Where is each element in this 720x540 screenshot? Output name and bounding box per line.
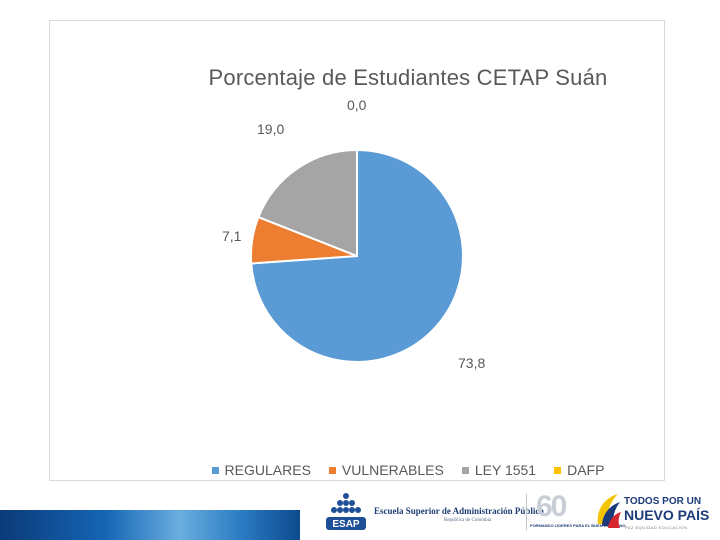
government-slogan-line2: NUEVO PAÍS — [624, 507, 710, 523]
anniversary-logo: 60 FORMANDO LÍDERES PARA EL BUEN GOBIERN… — [530, 490, 626, 536]
esap-emblem-icon: ESAP — [326, 493, 366, 530]
government-slogan-line1: TODOS POR UN — [624, 496, 702, 507]
esap-country: República de Colombia — [444, 518, 492, 523]
legend-swatch-ley-1551 — [461, 466, 469, 474]
pie-slice-ley-1551 — [257, 148, 358, 258]
legend-label-ley-1551: LEY 1551 — [474, 462, 537, 478]
pie-chart: 73,8 7,1 19,0 0,0 — [222, 97, 485, 371]
legend-swatch-regulares — [211, 466, 219, 474]
esap-name: Escuela Superior de Administración Públi… — [374, 506, 544, 516]
data-label-ley-1551: 19,0 — [257, 121, 284, 137]
esap-logo: ESAP Escuela Superior de Administración … — [324, 492, 544, 536]
footer-divider — [526, 494, 527, 530]
legend-swatch-dafp — [554, 466, 562, 474]
esap-acronym: ESAP — [332, 519, 360, 530]
footer-decorative-stripe — [0, 510, 300, 540]
legend-label-regulares: REGULARES — [224, 462, 311, 478]
government-motto: PAZ EQUIDAD EDUCACIÓN — [625, 525, 688, 530]
footer: ESAP Escuela Superior de Administración … — [0, 488, 720, 540]
legend-label-vulnerables: VULNERABLES — [341, 462, 444, 478]
data-label-vulnerables: 7,1 — [222, 228, 242, 244]
data-label-dafp: 0,0 — [347, 97, 367, 113]
legend-swatch-vulnerables — [328, 466, 336, 474]
legend-item-dafp: DAFP — [554, 462, 604, 478]
legend-label-dafp: DAFP — [567, 462, 605, 478]
chart-legend: REGULARES VULNERABLES LEY 1551 DAFP — [50, 462, 720, 478]
chart-frame: Porcentaje de Estudiantes CETAP Suán 73,… — [49, 20, 665, 481]
chart-title: Porcentaje de Estudiantes CETAP Suán — [208, 65, 608, 90]
legend-item-regulares: REGULARES — [211, 462, 311, 478]
legend-item-ley-1551: LEY 1551 — [461, 462, 537, 478]
government-logo: TODOS POR UN NUEVO PAÍS PAZ EQUIDAD EDUC… — [594, 490, 714, 536]
data-label-regulares: 73,8 — [458, 355, 485, 371]
anniversary-number: 60 — [536, 490, 567, 523]
legend-item-vulnerables: VULNERABLES — [328, 462, 444, 478]
anniversary-tagline: FORMANDO LÍDERES PARA EL BUEN GOBIERNO — [530, 523, 626, 528]
colombia-flag-swirl-icon — [597, 494, 621, 528]
